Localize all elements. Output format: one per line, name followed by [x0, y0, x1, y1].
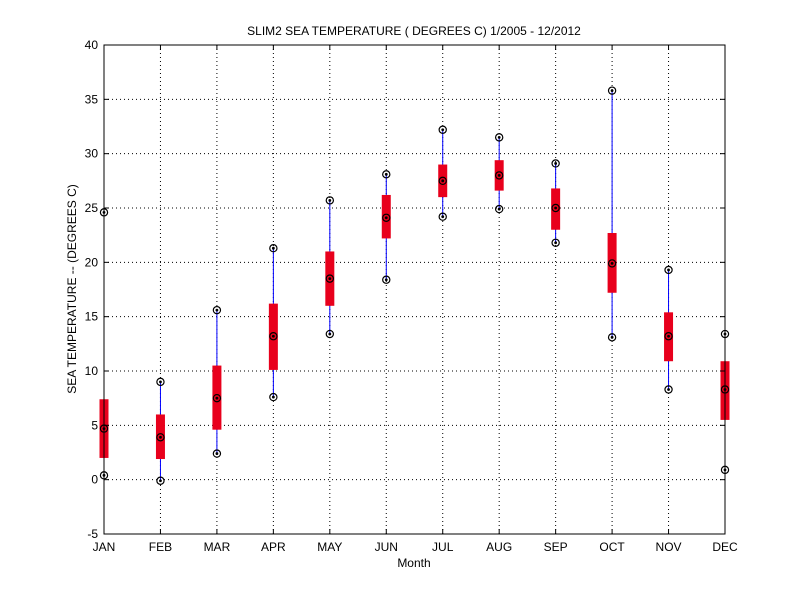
median-marker-sep	[551, 203, 560, 213]
y-tick-label: 25	[85, 201, 99, 215]
median-marker-dot-mar	[215, 396, 219, 400]
x-tick-label: MAR	[204, 540, 231, 554]
median-marker-dot-jul	[441, 179, 445, 183]
min-marker-dot-apr	[271, 395, 275, 399]
y-tick-labels: -5 0 5 10 15 20 25 30 35 40	[85, 38, 99, 541]
min-marker-may	[325, 329, 335, 339]
max-marker-apr	[269, 244, 278, 253]
x-tick-label: JUL	[432, 540, 454, 554]
max-marker-dot-jun	[384, 172, 388, 176]
max-marker-dot-mar	[215, 308, 219, 312]
min-marker-dot-aug	[497, 207, 501, 211]
min-marker-oct	[607, 333, 617, 342]
max-marker-dot-apr	[271, 246, 275, 250]
min-marker-dot-mar	[215, 452, 219, 455]
y-tick-label: 0	[91, 473, 98, 487]
x-tick-label: DEC	[712, 540, 738, 554]
median-marker-dot-nov	[667, 334, 670, 338]
x-tick-labels: JAN FEB MAR APR MAY JUN JUL AUG SEP OCT NOV DEC	[93, 540, 738, 554]
min-marker-dot-sep	[554, 241, 558, 245]
chart-title: SLIM2 SEA TEMPERATURE ( DEGREES C) 1/200…	[247, 24, 581, 38]
median-marker-dot-apr	[271, 334, 275, 338]
max-marker-dot-oct	[610, 89, 614, 93]
plot-frame	[103, 44, 726, 535]
median-marker-apr	[269, 332, 278, 341]
max-marker-dot-jul	[441, 128, 445, 132]
median-marker-dot-feb	[159, 435, 162, 439]
max-marker-dot-may	[328, 198, 332, 202]
min-marker-dot-nov	[667, 388, 670, 391]
max-marker-dot-feb	[159, 380, 162, 384]
min-marker-dot-feb	[159, 479, 162, 483]
y-tick-label: 30	[85, 147, 99, 161]
y-tick-label: 10	[85, 364, 99, 378]
min-marker-dot-may	[328, 332, 332, 336]
y-tick-label: -5	[87, 527, 98, 541]
min-marker-aug	[494, 204, 504, 214]
max-marker-dot-sep	[554, 162, 558, 165]
x-tick-label: FEB	[149, 540, 172, 554]
y-axis-label: SEA TEMPERATURE -- (DEGREES C)	[65, 184, 79, 394]
median-marker-dot-aug	[497, 174, 501, 177]
ticks	[103, 44, 726, 535]
y-tick-label: 35	[85, 92, 99, 106]
min-marker-nov	[664, 385, 673, 394]
median-marker-dot-jun	[384, 216, 388, 220]
min-marker-dot-oct	[610, 335, 614, 339]
y-tick-label: 5	[91, 418, 98, 432]
min-marker-dot-jun	[384, 278, 388, 282]
max-marker-oct	[607, 86, 617, 95]
median-marker-dot-may	[328, 277, 332, 281]
x-tick-label: JUN	[375, 540, 398, 554]
x-axis-label: Month	[397, 556, 430, 570]
max-marker-mar	[212, 305, 222, 315]
x-tick-label: SEP	[544, 540, 568, 554]
max-marker-may	[325, 196, 335, 205]
min-marker-dot-jul	[441, 215, 445, 219]
x-tick-label: NOV	[656, 540, 682, 554]
max-marker-jun	[382, 170, 391, 179]
max-marker-dot-nov	[667, 268, 670, 272]
x-tick-label: AUG	[486, 540, 512, 554]
min-marker-apr	[269, 392, 278, 402]
median-marker-jun	[382, 213, 391, 222]
max-marker-dot-aug	[497, 135, 501, 139]
median-marker-nov	[664, 332, 673, 341]
median-marker-may	[325, 274, 335, 283]
median-marker-feb	[156, 433, 165, 442]
median-marker-mar	[212, 393, 222, 403]
x-tick-label: OCT	[599, 540, 625, 554]
min-marker-sep	[551, 238, 560, 247]
min-marker-mar	[212, 449, 222, 458]
x-tick-label: APR	[261, 540, 286, 554]
median-marker-aug	[494, 171, 504, 180]
y-tick-label: 40	[85, 38, 99, 52]
max-marker-sep	[551, 159, 560, 168]
y-tick-label: 15	[85, 310, 99, 324]
median-marker-jul	[438, 176, 447, 186]
max-marker-jul	[438, 125, 447, 134]
plot-area	[104, 45, 725, 534]
min-marker-feb	[156, 476, 165, 485]
min-marker-jun	[382, 275, 391, 284]
x-tick-label: MAY	[317, 540, 342, 554]
y-tick-label: 20	[85, 255, 99, 269]
median-marker-oct	[607, 259, 617, 268]
max-marker-aug	[494, 133, 504, 142]
median-marker-dot-oct	[610, 262, 614, 265]
max-marker-feb	[156, 377, 165, 387]
x-tick-label: JAN	[93, 540, 116, 554]
max-marker-nov	[664, 265, 673, 275]
median-marker-dot-sep	[554, 206, 558, 210]
min-marker-jul	[438, 212, 447, 221]
